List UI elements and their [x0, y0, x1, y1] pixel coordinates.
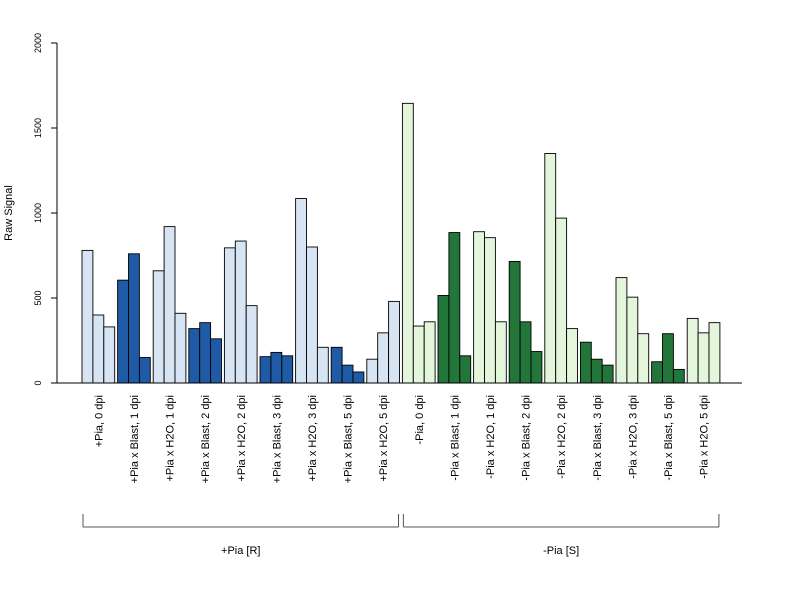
bar — [615, 277, 628, 384]
category-label: +Pia, 0 dpi — [93, 395, 105, 447]
bar — [223, 247, 236, 384]
bar — [484, 237, 496, 384]
bar — [103, 326, 116, 384]
bar — [519, 321, 532, 384]
category-label: -Pia x H2O, 3 dpi — [627, 395, 639, 479]
bar — [352, 371, 365, 384]
bar — [259, 356, 272, 384]
bar — [174, 312, 187, 384]
bar — [473, 231, 485, 384]
bar — [199, 322, 212, 384]
bar — [210, 338, 222, 384]
bar — [92, 314, 105, 384]
category-label: -Pia, 0 dpi — [414, 395, 426, 445]
bar — [281, 355, 294, 384]
bar — [637, 333, 650, 384]
category-label: +Pia x H2O, 5 dpi — [378, 395, 390, 482]
bar — [601, 364, 614, 384]
bar — [544, 153, 557, 384]
bar — [448, 232, 461, 384]
category-label: -Pia x H2O, 5 dpi — [699, 395, 711, 479]
bar — [366, 358, 379, 384]
category-label: -Pia x Blast, 2 dpi — [521, 395, 533, 481]
bar — [152, 270, 165, 384]
category-label: -Pia x Blast, 5 dpi — [663, 395, 675, 481]
bar — [306, 246, 318, 384]
bar — [245, 305, 258, 384]
group-brackets: +Pia [R] -Pia [S] — [82, 514, 720, 557]
bar — [188, 328, 201, 384]
bar — [377, 332, 390, 384]
category-label: +Pia x Blast, 3 dpi — [271, 395, 283, 483]
bar — [401, 102, 414, 384]
bar — [423, 321, 436, 384]
bars-layer — [81, 102, 721, 384]
bar — [651, 361, 663, 384]
category-label: +Pia x H2O, 2 dpi — [236, 395, 248, 482]
bar — [81, 249, 94, 384]
bar — [437, 295, 450, 384]
category-label: +Pia x Blast, 1 dpi — [129, 395, 141, 483]
bar — [459, 355, 472, 384]
category-label: +Pia x Blast, 5 dpi — [343, 395, 355, 483]
category-label: -Pia x H2O, 1 dpi — [485, 395, 497, 479]
bar — [626, 296, 639, 384]
bar — [686, 317, 699, 384]
category-label: -Pia x Blast, 3 dpi — [592, 395, 604, 481]
category-labels: +Pia, 0 dpi +Pia x Blast, 1 dpi +Pia x H2O… — [93, 395, 710, 483]
bar — [708, 322, 721, 384]
group-label: -Pia [S] — [543, 545, 579, 557]
y-tick-label: 500 — [33, 290, 43, 305]
bar — [530, 351, 543, 384]
bar — [138, 357, 151, 384]
bar — [341, 364, 354, 384]
bar — [295, 198, 307, 384]
y-tick-label: 1000 — [33, 203, 43, 223]
y-tick-label: 1500 — [33, 118, 43, 138]
bar — [128, 253, 140, 384]
bar — [412, 325, 425, 384]
category-label: +Pia x H2O, 1 dpi — [165, 395, 177, 482]
bar — [508, 261, 521, 384]
bar — [270, 351, 283, 384]
y-axis-label: Raw Signal — [3, 185, 15, 241]
bar — [697, 332, 710, 384]
bar — [566, 328, 578, 384]
category-label: -Pia x Blast, 1 dpi — [449, 395, 461, 481]
y-tick-label: 2000 — [33, 33, 43, 53]
bar — [579, 341, 592, 384]
y-tick-label: 0 — [33, 380, 43, 385]
bar — [316, 346, 329, 384]
bar — [590, 358, 603, 384]
group-label: +Pia [R] — [221, 545, 260, 557]
bar — [555, 217, 568, 384]
bar — [163, 226, 176, 384]
category-label: -Pia x H2O, 2 dpi — [556, 395, 568, 479]
category-label: +Pia x Blast, 2 dpi — [200, 395, 212, 483]
bar — [494, 321, 507, 384]
bar — [662, 333, 674, 384]
y-ticks: 0 500 1000 1500 2000 — [33, 33, 57, 386]
bar — [388, 300, 400, 384]
bar — [672, 368, 685, 384]
bar — [117, 279, 129, 384]
bar — [330, 346, 343, 384]
category-label: +Pia x H2O, 3 dpi — [307, 395, 319, 482]
bar — [234, 240, 247, 384]
